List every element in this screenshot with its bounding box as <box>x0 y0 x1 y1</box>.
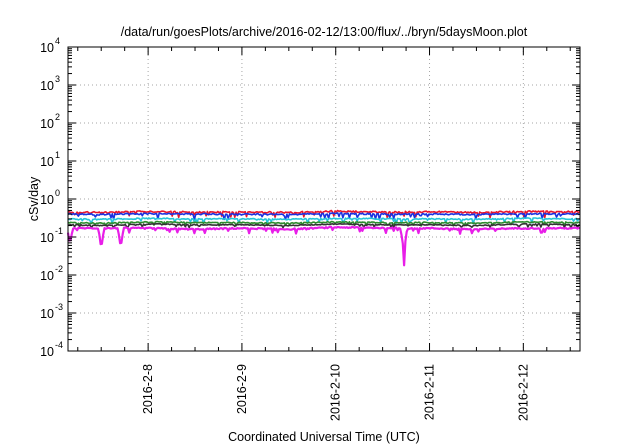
x-tick-label: 2016-2-11 <box>423 364 437 420</box>
grid <box>68 47 580 351</box>
y-tick-exponent: 0 <box>55 188 60 198</box>
x-axis: 2016-2-8 2016-2-9 2016-2-10 2016-2-11 2016-2… <box>77 47 571 421</box>
series-layer <box>66 209 581 267</box>
y-tick-exponent: -3 <box>55 302 63 312</box>
x-tick-label: 2016-2-12 <box>516 364 530 421</box>
x-tick-label: 2016-2-10 <box>329 364 343 421</box>
y-tick-label: 10 <box>40 79 54 93</box>
y-tick-exponent: 1 <box>55 150 60 160</box>
y-tick-exponent: 2 <box>55 112 60 122</box>
y-tick-label: 10 <box>40 345 54 359</box>
chart-title: /data/run/goesPlots/archive/2016-02-12/1… <box>121 25 528 39</box>
y-tick-label: 10 <box>40 231 54 245</box>
y-tick-label: 10 <box>40 307 54 321</box>
y-tick-label: 10 <box>40 155 54 169</box>
series-line-1 <box>67 209 581 219</box>
y-tick-exponent: -2 <box>55 264 63 274</box>
y-axis-label: cSv/day <box>27 176 41 221</box>
y-tick-exponent: 4 <box>55 36 60 46</box>
series-line-3 <box>67 217 581 225</box>
y-tick-exponent: -4 <box>55 340 63 350</box>
series-line-2 <box>67 212 581 221</box>
series-line-6 <box>66 225 581 267</box>
x-axis-label: Coordinated Universal Time (UTC) <box>228 430 420 444</box>
series-line-5 <box>67 222 580 229</box>
y-tick-label: 10 <box>40 117 54 131</box>
y-tick-exponent: 3 <box>55 74 60 84</box>
y-tick-label: 10 <box>40 269 54 283</box>
x-tick-label: 2016-2-8 <box>141 364 155 414</box>
y-tick-label: 10 <box>40 41 54 55</box>
y-tick-label: 10 <box>40 193 54 207</box>
y-tick-exponent: -1 <box>55 226 63 236</box>
x-tick-label: 2016-2-9 <box>235 364 249 414</box>
